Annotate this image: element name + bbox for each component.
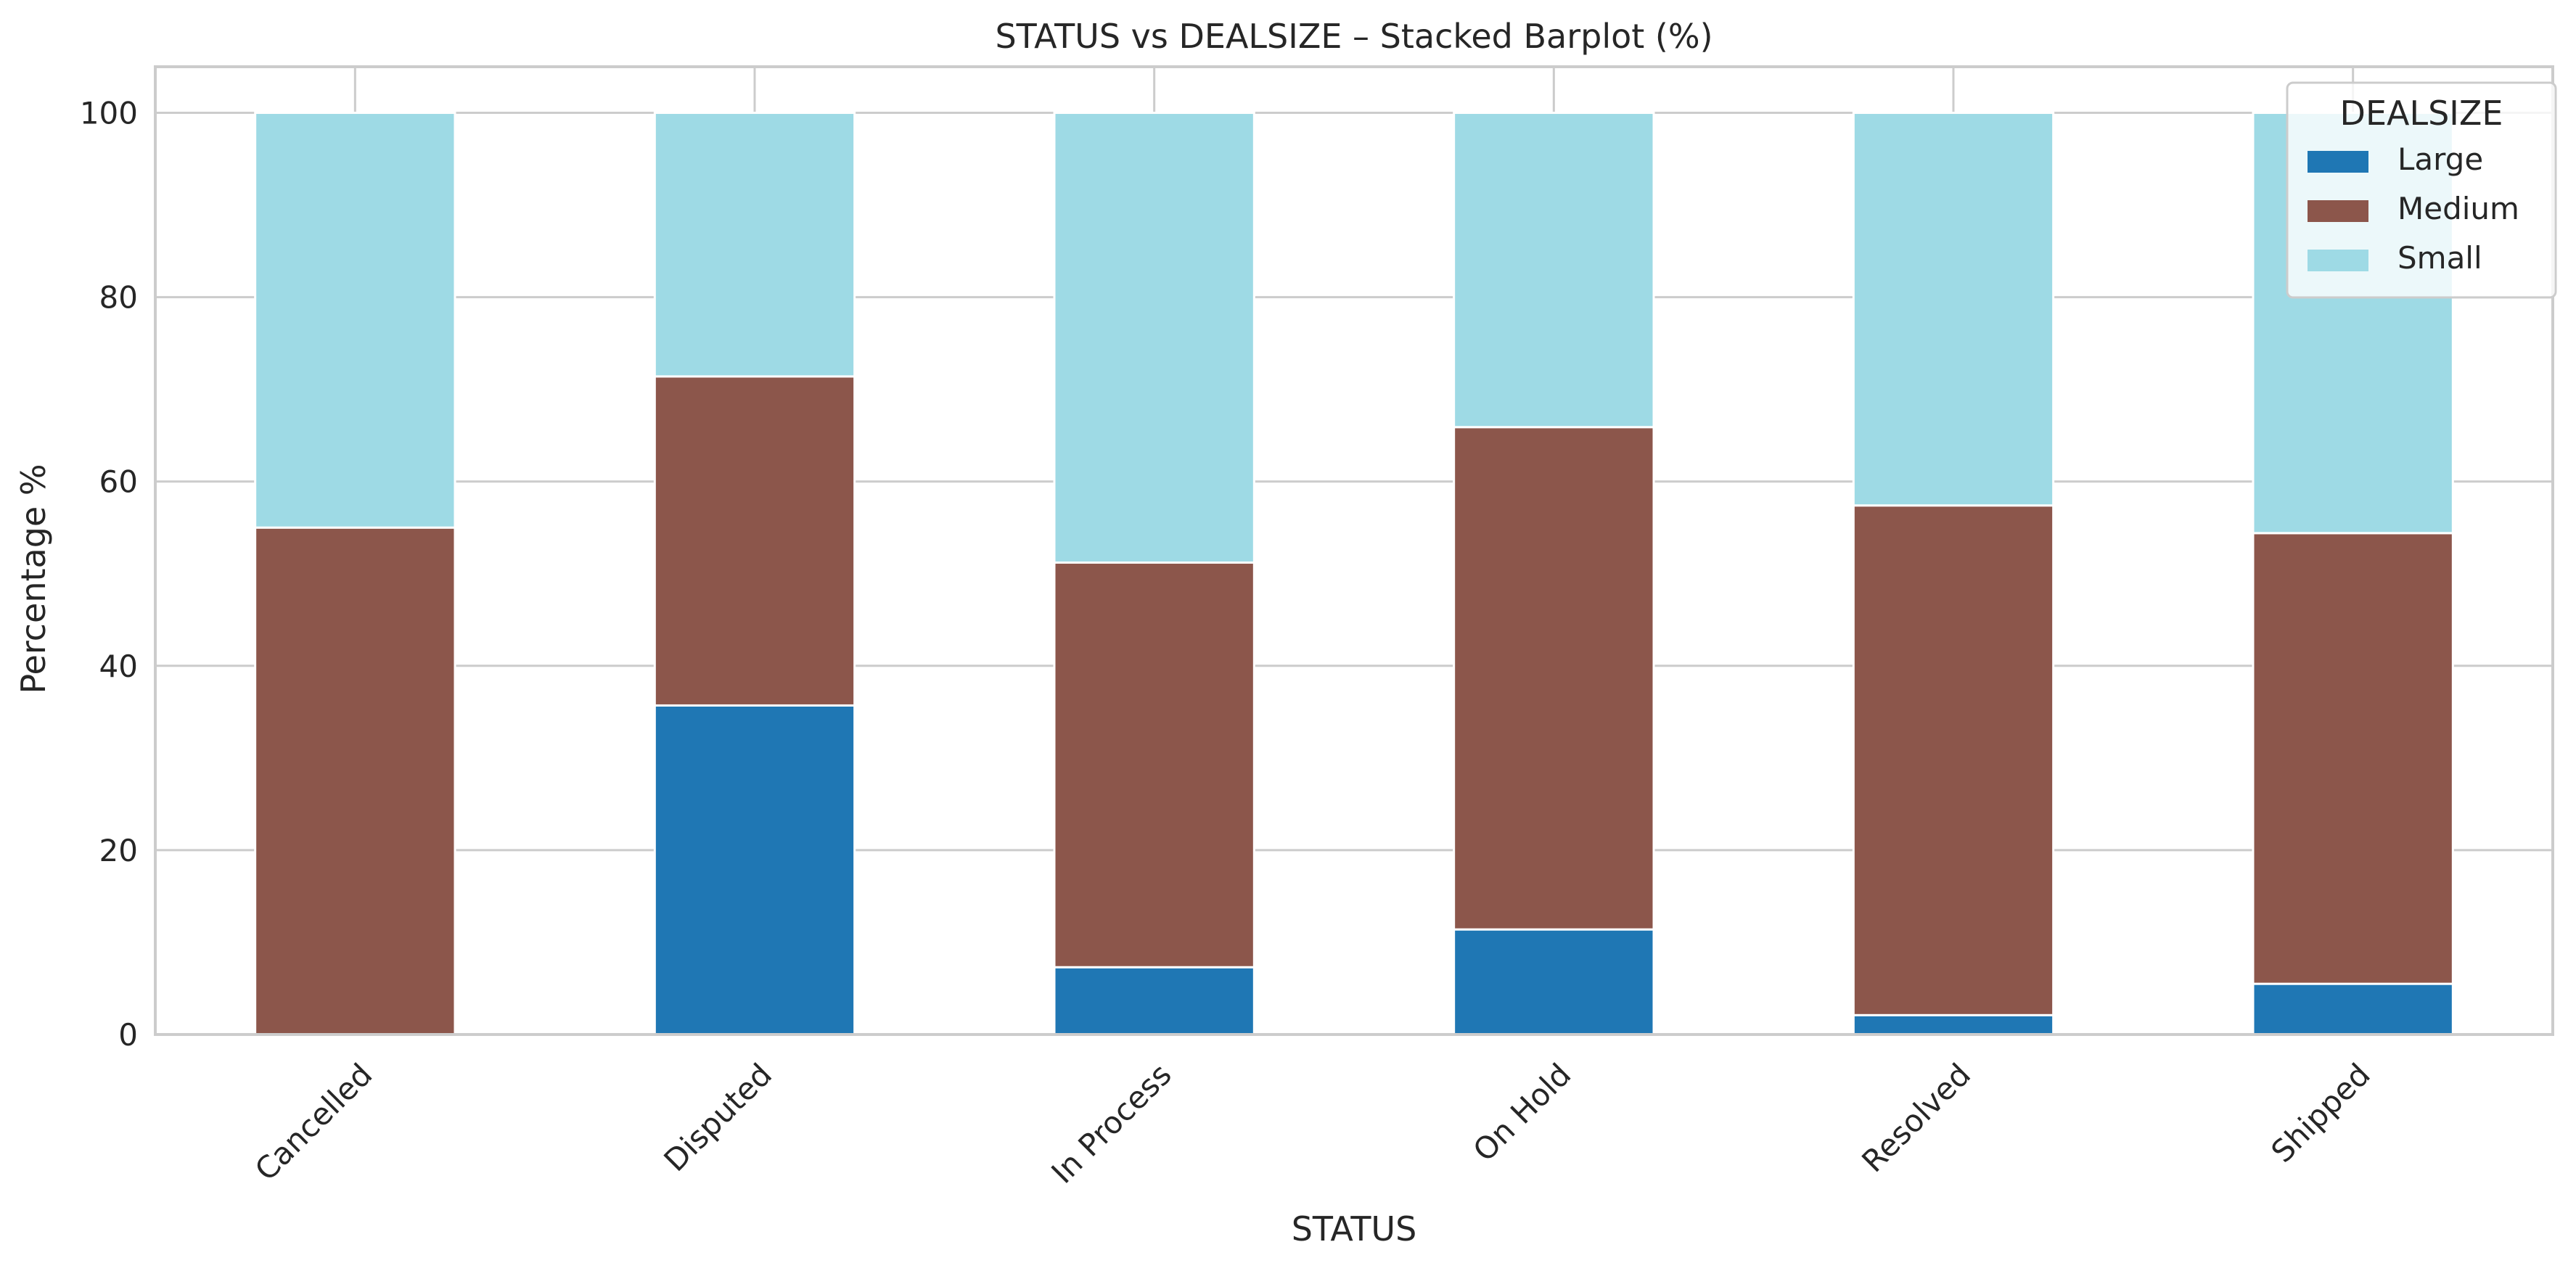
bar-segment-medium bbox=[1453, 426, 1655, 931]
bars bbox=[254, 112, 2454, 1036]
bar-segment-large bbox=[1453, 928, 1655, 1036]
y-tick-label: 40 bbox=[99, 649, 138, 684]
legend-label-large: Large bbox=[2397, 141, 2483, 177]
legend-swatch-medium bbox=[2308, 200, 2368, 222]
bar-segment-large bbox=[653, 704, 856, 1036]
legend-swatch-small bbox=[2308, 250, 2368, 271]
bar-segment-large bbox=[1852, 1013, 2055, 1036]
bar-segment-small bbox=[1852, 112, 2055, 507]
bar-segment-large bbox=[2252, 982, 2454, 1036]
y-tick-label: 100 bbox=[80, 96, 138, 131]
y-tick-label: 0 bbox=[118, 1017, 138, 1053]
legend-swatch-large bbox=[2308, 151, 2368, 173]
legend-label-medium: Medium bbox=[2397, 191, 2519, 226]
y-tick-label: 80 bbox=[99, 280, 138, 316]
legend-title: DEALSIZE bbox=[2340, 94, 2503, 133]
bar-segment-large bbox=[1053, 966, 1255, 1036]
plot-frame bbox=[154, 65, 2554, 1036]
y-axis-label: Percentage % bbox=[14, 464, 53, 694]
bar-segment-small bbox=[254, 112, 456, 529]
bar-segment-small bbox=[1453, 112, 1655, 429]
legend-label-small: Small bbox=[2397, 240, 2482, 276]
chart-title: STATUS vs DEALSIZE – Stacked Barplot (%) bbox=[995, 17, 1712, 56]
bar-segment-medium bbox=[2252, 532, 2454, 985]
x-axis-label: STATUS bbox=[1292, 1209, 1417, 1249]
bar-segment-medium bbox=[1852, 504, 2055, 1016]
bar-segment-medium bbox=[1053, 562, 1255, 968]
bar-segment-small bbox=[1053, 112, 1255, 564]
legend-box bbox=[2286, 81, 2557, 299]
legend: DEALSIZE Large Medium Small bbox=[2286, 81, 2557, 299]
bar-segment-small bbox=[653, 112, 856, 378]
y-tick-label: 60 bbox=[99, 464, 138, 500]
bar-segment-medium bbox=[653, 375, 856, 707]
y-tick-label: 20 bbox=[99, 833, 138, 868]
y-tick-labels: 0 20 40 60 80 100 bbox=[80, 96, 138, 1053]
bar-segment-medium bbox=[254, 526, 456, 1036]
